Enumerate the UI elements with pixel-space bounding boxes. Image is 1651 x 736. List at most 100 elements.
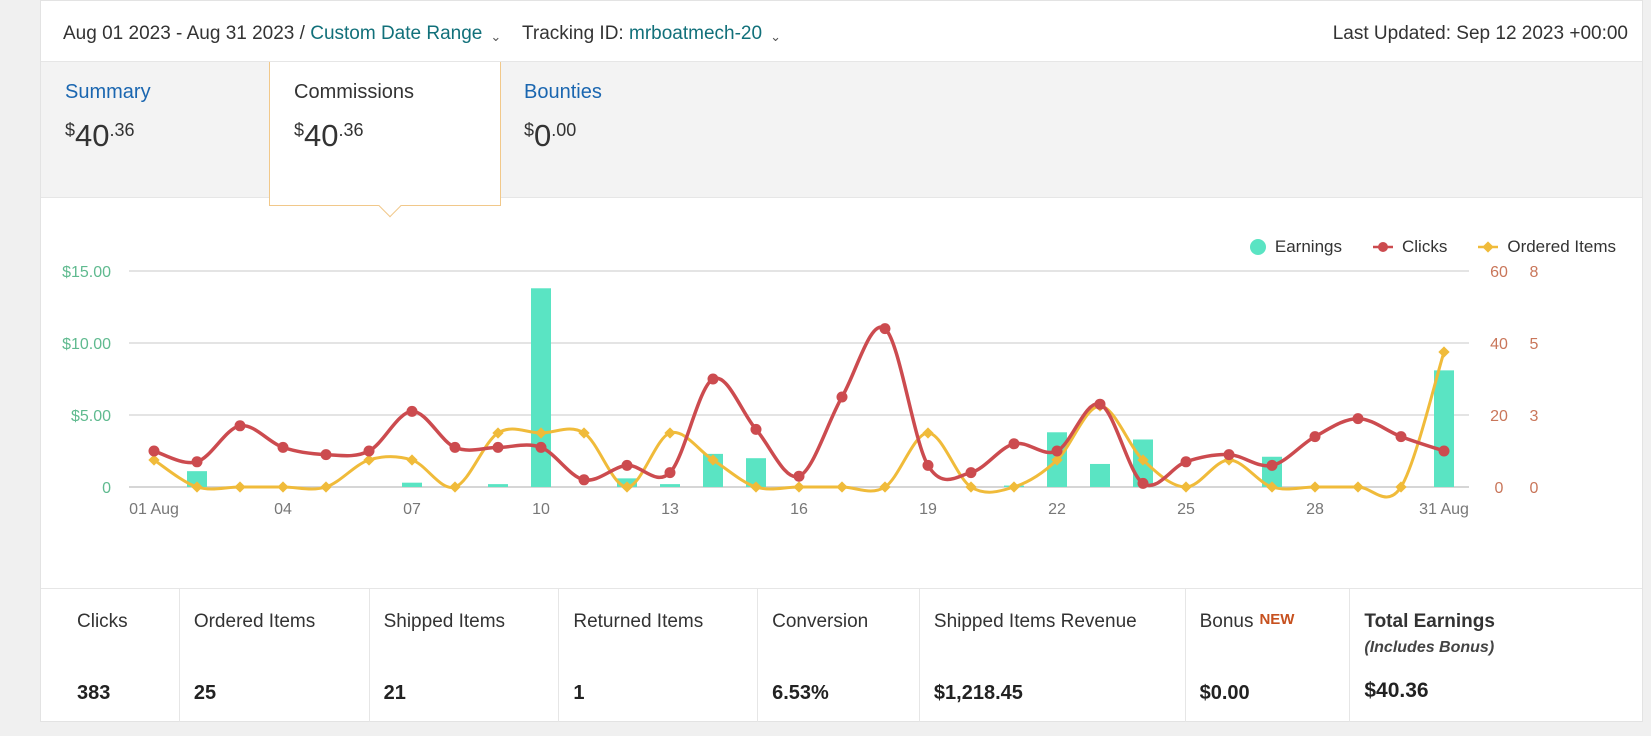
stat-returned-items: Returned Items 1 bbox=[559, 589, 759, 722]
tab-label: Commissions bbox=[294, 81, 415, 103]
x-tick-label: 01 Aug bbox=[129, 501, 179, 518]
chevron-down-icon[interactable]: ⌄ bbox=[490, 29, 502, 44]
y-right-clicks-tick-label: 0 bbox=[1495, 480, 1504, 497]
stat-value: 21 bbox=[383, 682, 406, 704]
x-tick-label: 28 bbox=[1306, 501, 1324, 518]
stat-value: 6.53% bbox=[772, 682, 829, 704]
earnings-bar bbox=[402, 482, 422, 487]
clicks-point bbox=[922, 459, 934, 471]
tracking-id-selector[interactable]: Tracking ID: mrboatmech-20 ⌄ bbox=[522, 23, 781, 45]
ordered-items-point bbox=[320, 481, 332, 493]
legend-ordered-items[interactable]: Ordered Items bbox=[1477, 237, 1616, 257]
chevron-down-icon[interactable]: ⌄ bbox=[770, 29, 781, 44]
tab-amount: $40.36 bbox=[294, 118, 364, 153]
stat-conversion: Conversion 6.53% bbox=[758, 589, 920, 722]
tab-amount: $40.36 bbox=[65, 118, 135, 153]
stat-label: Ordered Items bbox=[193, 611, 316, 632]
ordered-items-point bbox=[1051, 454, 1063, 466]
ordered-items-point bbox=[449, 481, 461, 493]
clicks-point bbox=[1438, 445, 1450, 457]
stat-value: 25 bbox=[193, 682, 217, 704]
tab-bounties[interactable]: Bounties $0.00 bbox=[500, 62, 741, 198]
clicks-point bbox=[449, 441, 461, 453]
earnings-bar bbox=[746, 458, 766, 487]
date-range-text: Aug 01 2023 - Aug 31 2023 / bbox=[63, 23, 305, 44]
stat-value: $1,218.45 bbox=[933, 682, 1023, 704]
stat-total-earnings: Total Earnings (Includes Bonus) $40.36 bbox=[1350, 589, 1642, 722]
tab-commissions[interactable]: Commissions $40.36 bbox=[269, 62, 501, 218]
legend-earnings[interactable]: Earnings bbox=[1249, 237, 1342, 257]
y-left-tick-label: $10.00 bbox=[62, 336, 111, 353]
ordered-items-point bbox=[234, 481, 246, 493]
stat-label: Returned Items bbox=[573, 611, 704, 632]
clicks-point bbox=[1008, 438, 1020, 450]
clicks-point bbox=[879, 323, 891, 335]
ordered-items-point bbox=[363, 454, 375, 466]
y-right-items-tick-label: 5 bbox=[1530, 336, 1539, 353]
clicks-point bbox=[148, 445, 160, 457]
x-tick-label: 22 bbox=[1048, 501, 1066, 518]
clicks-point bbox=[1309, 431, 1321, 443]
stat-value: $0.00 bbox=[1199, 682, 1250, 704]
y-right-items-tick-label: 0 bbox=[1530, 480, 1539, 497]
y-right-clicks-tick-label: 40 bbox=[1490, 336, 1508, 353]
ordered-items-point bbox=[965, 481, 977, 493]
ordered-items-point bbox=[664, 427, 676, 439]
earnings-bar bbox=[488, 484, 508, 487]
ordered-items-point bbox=[707, 454, 719, 466]
stat-value: 1 bbox=[573, 682, 585, 704]
ordered-items-point bbox=[406, 454, 418, 466]
earnings-bar bbox=[1434, 370, 1454, 487]
legend-ordered-items-label: Ordered Items bbox=[1507, 237, 1616, 256]
custom-date-range-link[interactable]: Custom Date Range bbox=[310, 23, 483, 44]
new-badge: NEW bbox=[1259, 611, 1295, 628]
clicks-point bbox=[234, 420, 246, 432]
clicks-point bbox=[1094, 398, 1106, 410]
x-tick-label: 16 bbox=[790, 501, 808, 518]
clicks-point bbox=[492, 441, 504, 453]
date-range-selector[interactable]: Aug 01 2023 - Aug 31 2023 / Custom Date … bbox=[63, 23, 501, 45]
earnings-tabs: Summary $40.36 Commissions $40.36 Bounti… bbox=[41, 62, 1642, 218]
earnings-bar bbox=[531, 288, 551, 487]
clicks-point bbox=[707, 373, 719, 385]
legend-clicks[interactable]: Clicks bbox=[1372, 237, 1447, 257]
ordered-items-point bbox=[1008, 481, 1020, 493]
ordered-items-point bbox=[277, 481, 289, 493]
y-left-tick-label: 0 bbox=[102, 480, 111, 497]
earnings-report-panel: Aug 01 2023 - Aug 31 2023 / Custom Date … bbox=[40, 0, 1643, 722]
clicks-point bbox=[191, 456, 203, 468]
clicks-point bbox=[277, 441, 289, 453]
ordered-items-point bbox=[836, 481, 848, 493]
stat-bonus: Bonus NEW $0.00 bbox=[1186, 589, 1351, 722]
clicks-point bbox=[320, 449, 332, 461]
x-tick-label: 19 bbox=[919, 501, 937, 518]
clicks-point bbox=[406, 405, 418, 417]
y-right-clicks-tick-label: 60 bbox=[1490, 264, 1508, 281]
y-right-clicks-tick-label: 20 bbox=[1490, 408, 1508, 425]
last-updated-text: Last Updated: Sep 12 2023 +00:00 bbox=[1332, 23, 1628, 44]
total-earnings-note: (Includes Bonus) bbox=[1364, 639, 1495, 656]
clicks-point bbox=[1352, 413, 1364, 425]
clicks-point bbox=[793, 470, 805, 482]
clicks-point bbox=[621, 459, 633, 471]
stat-label: Shipped Items Revenue bbox=[933, 611, 1137, 632]
clicks-line bbox=[153, 325, 1445, 488]
ordered-items-point bbox=[1180, 481, 1192, 493]
stat-label: Bonus NEW bbox=[1200, 611, 1295, 633]
tracking-id-value[interactable]: mrboatmech-20 bbox=[629, 23, 763, 44]
stat-ordered-items: Ordered Items 25 bbox=[180, 589, 370, 722]
clicks-point bbox=[1395, 431, 1407, 443]
ordered-items-line bbox=[153, 351, 1446, 499]
tab-summary[interactable]: Summary $40.36 bbox=[41, 62, 282, 198]
ordered-items-point bbox=[535, 427, 547, 439]
ordered-items-point bbox=[1266, 481, 1278, 493]
ordered-items-point bbox=[1395, 481, 1407, 493]
y-right-items-tick-label: 3 bbox=[1530, 408, 1539, 425]
clicks-point bbox=[578, 474, 590, 486]
ordered-items-point bbox=[1309, 481, 1321, 493]
chart-legend: Earnings Clicks Ordered Items bbox=[1249, 237, 1616, 257]
clicks-point bbox=[1266, 459, 1278, 471]
x-tick-label: 04 bbox=[274, 501, 292, 518]
ordered-items-point bbox=[621, 481, 633, 493]
ordered-items-point bbox=[922, 427, 934, 439]
